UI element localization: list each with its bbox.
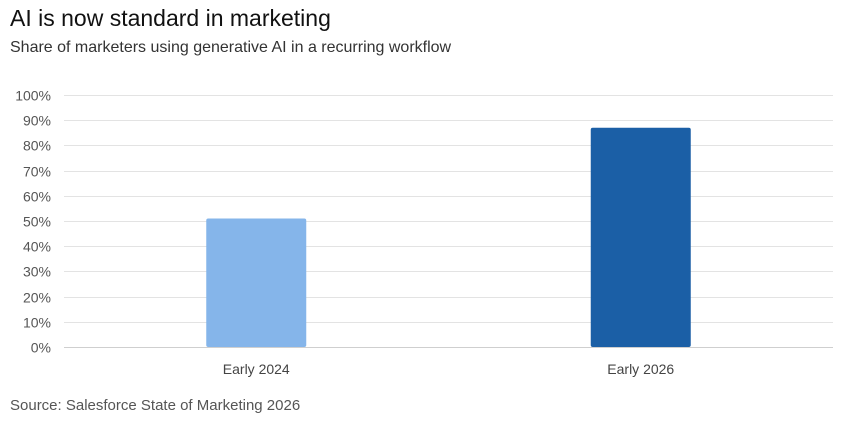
y-tick-label: 70%	[23, 164, 51, 180]
bars	[206, 127, 691, 347]
y-tick-label: 80%	[23, 138, 51, 154]
y-tick-label: 10%	[23, 315, 51, 331]
y-tick-label: 60%	[23, 189, 51, 205]
y-axis-ticks: 0% 10% 20% 30% 40% 50% 60% 70% 80% 90% 100%	[15, 88, 51, 356]
chart-subtitle: Share of marketers using generative AI i…	[10, 39, 452, 56]
y-tick-label: 0%	[31, 340, 51, 356]
x-category-label: Early 2026	[607, 361, 674, 377]
source-note: Source: Salesforce State of Marketing 20…	[10, 397, 301, 414]
x-category-label: Early 2024	[223, 361, 290, 377]
y-tick-label: 90%	[23, 113, 51, 129]
y-tick-label: 100%	[15, 88, 51, 104]
bar-chart: 0% 10% 20% 30% 40% 50% 60% 70% 80% 90% 100% Early …	[15, 88, 833, 377]
chart-title: AI is now standard in marketing	[10, 5, 331, 31]
y-tick-label: 30%	[23, 264, 51, 280]
x-axis-categories: Early 2024 Early 2026	[223, 361, 675, 377]
y-tick-label: 40%	[23, 239, 51, 255]
y-tick-label: 20%	[23, 290, 51, 306]
bar	[206, 218, 307, 347]
y-tick-label: 50%	[23, 214, 51, 230]
bar	[590, 127, 691, 347]
gridlines	[64, 95, 833, 348]
